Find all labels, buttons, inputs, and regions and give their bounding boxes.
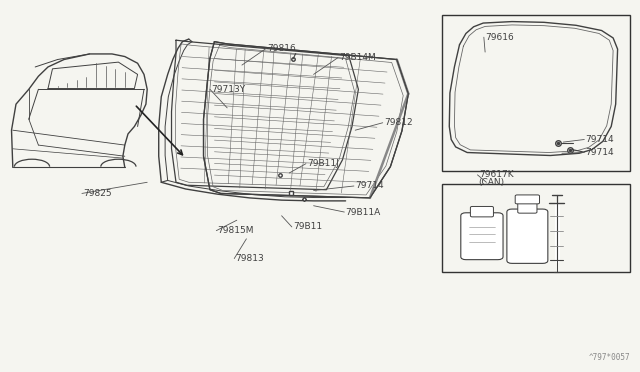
Text: 79813: 79813 [236, 254, 264, 263]
Text: 79B11A: 79B11A [346, 208, 381, 217]
FancyBboxPatch shape [470, 206, 493, 217]
Text: 79815M: 79815M [218, 226, 254, 235]
Text: 79714: 79714 [355, 182, 384, 190]
Text: 79B11J: 79B11J [307, 159, 339, 168]
FancyBboxPatch shape [461, 213, 503, 260]
Bar [442, 15, 630, 171]
Text: 79812: 79812 [384, 118, 413, 127]
Text: 79714: 79714 [586, 135, 614, 144]
Text: 79816: 79816 [268, 44, 296, 53]
Text: ^797*0057: ^797*0057 [589, 353, 630, 362]
Text: 79825: 79825 [83, 189, 112, 198]
FancyBboxPatch shape [507, 209, 548, 263]
Text: 79B11: 79B11 [293, 222, 323, 231]
Text: 79714: 79714 [586, 148, 614, 157]
FancyBboxPatch shape [515, 195, 540, 204]
Bar [442, 184, 630, 272]
Text: 79617K: 79617K [479, 170, 513, 179]
Text: 79616: 79616 [485, 33, 514, 42]
Text: (CAN): (CAN) [479, 178, 505, 187]
FancyBboxPatch shape [518, 202, 537, 213]
Text: 79B14M: 79B14M [339, 53, 376, 62]
Text: 79713Y: 79713Y [211, 85, 245, 94]
